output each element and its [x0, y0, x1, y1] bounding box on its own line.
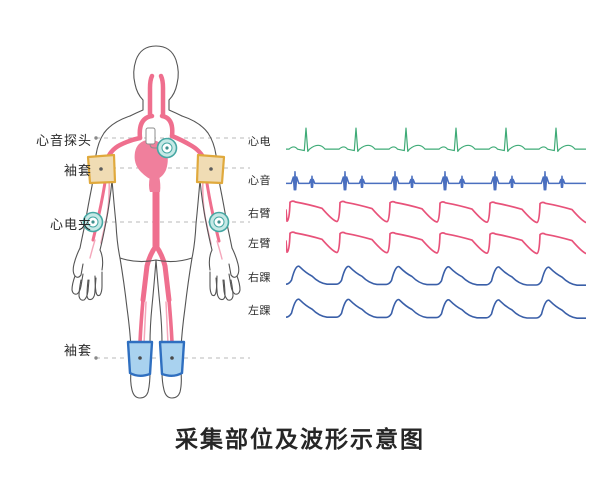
ecg-clip-right-wrist[interactable] [82, 211, 104, 233]
waveform-panel: 心电 心音 右臂 左臂 右踝 左踝 [248, 118, 593, 333]
waveform-trace-phonocardiogram [286, 171, 586, 191]
ecg-clip-left-wrist[interactable] [208, 211, 230, 233]
human-body-diagram [71, 45, 250, 399]
ankle-cuff-left[interactable] [158, 340, 186, 377]
waveform-label-right-ankle: 右踝 [248, 271, 271, 284]
waveform-row-right-arm: 右臂 [248, 196, 593, 230]
waveform-row-right-ankle: 右踝 [248, 260, 593, 294]
waveform-label-ecg: 心电 [248, 135, 271, 148]
waveform-row-ecg: 心电 [248, 124, 593, 158]
waveform-trace-right-arm [286, 200, 586, 224]
callout-leader-lines [96, 137, 250, 359]
body-outline [71, 45, 241, 399]
ankle-cuff-right[interactable] [126, 340, 154, 377]
probe-cable [145, 127, 160, 149]
waveform-label-phonocardiogram: 心音 [248, 174, 271, 187]
waveform-trace-right-ankle [286, 265, 586, 286]
waveform-trace-left-arm [286, 231, 586, 255]
callout-label-arm-cuff: 袖套 [63, 164, 92, 179]
waveform-label-left-arm: 左臂 [248, 237, 271, 250]
waveform-row-phonocardiogram: 心音 [248, 163, 593, 197]
upper-arm-cuff-right[interactable] [86, 153, 117, 185]
callout-label-ankle-cuff: 袖套 [63, 344, 92, 359]
callout-label-phonocardiogram-probe: 心音探头 [35, 134, 92, 149]
waveform-label-left-ankle: 左踝 [248, 304, 271, 317]
arterial-system [89, 73, 223, 377]
waveform-row-left-arm: 左臂 [248, 226, 593, 260]
phonocardiogram-probe-sensor[interactable] [156, 137, 178, 159]
callout-label-ecg-clip: 心电夹 [49, 218, 92, 233]
upper-arm-cuff-left[interactable] [195, 153, 226, 185]
waveform-row-left-ankle: 左踝 [248, 293, 593, 327]
waveform-trace-left-ankle [286, 298, 586, 319]
page-title: 采集部位及波形示意图 [175, 426, 425, 453]
waveform-trace-ecg [286, 127, 586, 152]
waveform-label-right-arm: 右臂 [248, 207, 271, 220]
